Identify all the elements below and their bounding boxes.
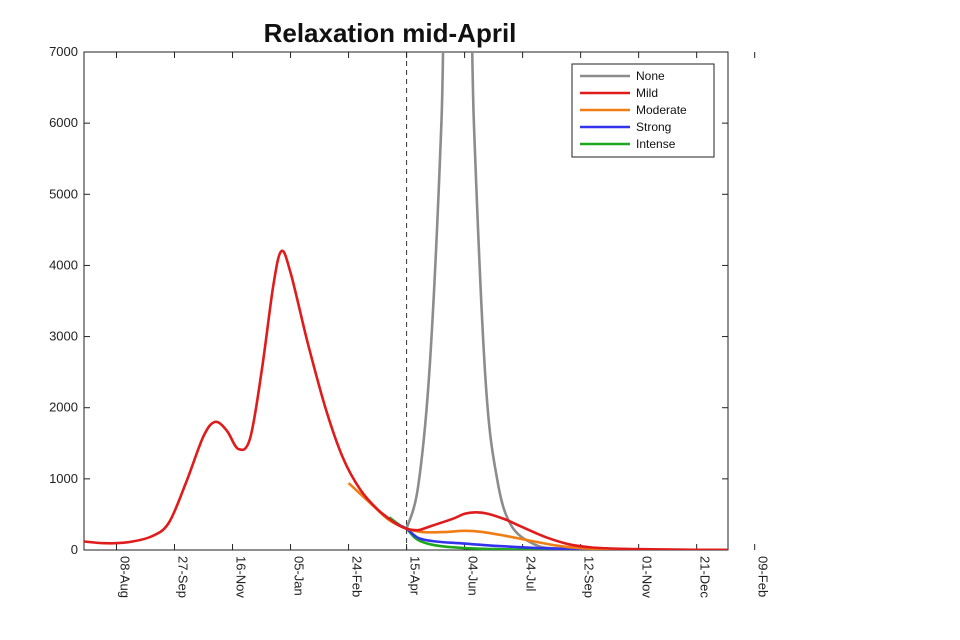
series-layer <box>84 52 728 550</box>
series-line-moderate <box>347 482 728 550</box>
y-axis: 0 1000 2000 3000 4000 5000 6000 7000 <box>49 44 728 557</box>
x-tick-label: 12-Sep <box>582 556 597 598</box>
x-tick-label: 16-Nov <box>234 556 249 598</box>
legend-label-intense: Intense <box>636 137 676 151</box>
x-tick-label: 24-Jul <box>524 556 539 592</box>
x-tick-label: 15-Apr <box>408 556 423 596</box>
legend-label-none: None <box>636 69 665 83</box>
legend-label-strong: Strong <box>636 120 671 134</box>
x-axis: 08-Aug 27-Sep 16-Nov 05-Jan 24-Feb 15-Apr 04-J… <box>115 52 771 598</box>
x-tick-label: 27-Sep <box>176 556 191 598</box>
legend: None Mild Moderate Strong Intense <box>571 63 715 158</box>
x-tick-label: 04-Jun <box>466 556 481 596</box>
y-tick-label: 5000 <box>49 186 78 201</box>
legend-label-moderate: Moderate <box>636 103 687 117</box>
chart-title: Relaxation mid-April <box>264 18 517 48</box>
y-tick-label: 3000 <box>49 329 78 344</box>
y-tick-label: 4000 <box>49 257 78 272</box>
y-tick-label: 0 <box>71 542 78 557</box>
y-tick-label: 7000 <box>49 44 78 59</box>
x-tick-label: 01-Nov <box>640 556 655 598</box>
x-tick-label: 24-Feb <box>350 556 365 597</box>
legend-label-mild: Mild <box>636 86 658 100</box>
x-tick-label: 21-Dec <box>698 556 713 598</box>
y-tick-label: 2000 <box>49 400 78 415</box>
x-tick-label: 09-Feb <box>756 556 771 597</box>
y-tick-label: 6000 <box>49 115 78 130</box>
plot-frame <box>83 51 729 551</box>
series-line-mild <box>84 249 728 550</box>
plot-area <box>83 51 729 551</box>
x-tick-label: 08-Aug <box>117 556 132 598</box>
y-tick-label: 1000 <box>49 471 78 486</box>
x-tick-label: 05-Jan <box>292 556 307 596</box>
